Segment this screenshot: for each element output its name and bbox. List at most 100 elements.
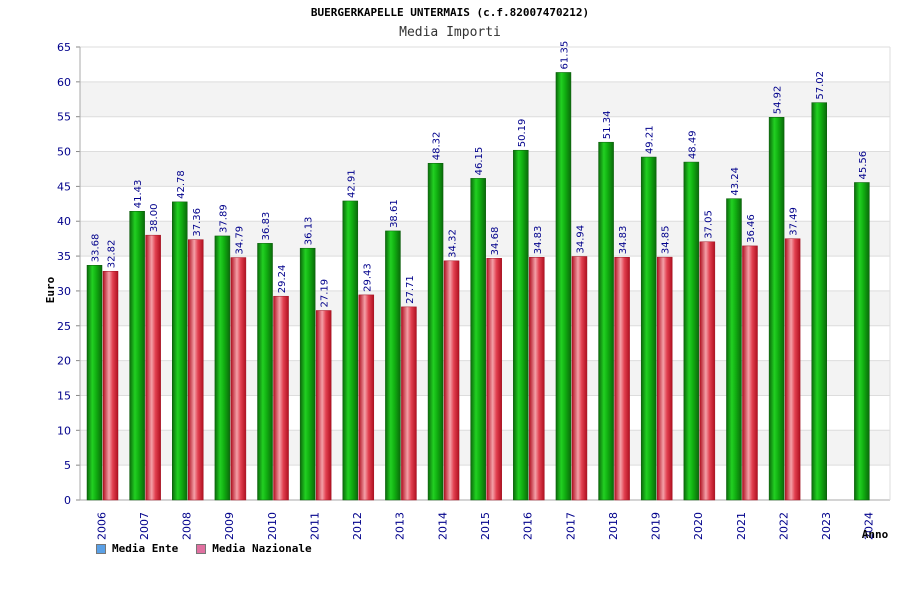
bar-media-ente xyxy=(129,211,145,501)
bar-media-ente xyxy=(726,198,742,501)
y-tick-label: 5 xyxy=(64,459,71,472)
data-label: 48.32 xyxy=(432,132,443,161)
data-label: 42.78 xyxy=(176,170,187,199)
x-tick-label: 2018 xyxy=(607,512,620,540)
bar-media-ente xyxy=(470,178,486,501)
y-tick-label: 40 xyxy=(57,215,71,228)
bar-media-nazionale xyxy=(273,295,289,501)
data-label: 34.83 xyxy=(618,226,629,255)
data-label: 36.83 xyxy=(261,212,272,241)
data-label: 27.19 xyxy=(320,279,331,308)
bar-media-nazionale xyxy=(188,239,204,501)
x-tick-label: 2024 xyxy=(863,512,876,540)
x-tick-label: 2008 xyxy=(181,512,194,540)
data-label: 34.83 xyxy=(533,226,544,255)
data-label: 34.79 xyxy=(234,226,245,255)
data-label: 38.00 xyxy=(149,204,160,233)
bar-media-ente xyxy=(427,162,444,501)
data-label: 43.24 xyxy=(730,167,741,196)
y-tick-label: 60 xyxy=(57,76,71,89)
legend-item-ente: Media Ente xyxy=(96,542,178,555)
data-label: 37.05 xyxy=(703,210,714,239)
y-tick-label: 65 xyxy=(57,41,71,54)
x-tick-label: 2020 xyxy=(692,512,705,540)
data-label: 57.02 xyxy=(815,71,826,100)
bar-media-nazionale xyxy=(742,245,758,501)
data-label: 51.34 xyxy=(602,111,613,140)
bar-media-nazionale xyxy=(315,310,332,501)
x-tick-label: 2013 xyxy=(394,512,407,540)
data-label: 42.91 xyxy=(346,169,357,198)
x-tick-label: 2015 xyxy=(479,512,492,540)
data-label: 54.92 xyxy=(773,86,784,115)
data-label: 34.68 xyxy=(490,227,501,256)
x-axis-label: Anno xyxy=(862,528,889,541)
data-label: 27.71 xyxy=(405,275,416,304)
bar-media-ente xyxy=(342,200,359,501)
data-label: 36.13 xyxy=(304,217,315,246)
data-label: 29.43 xyxy=(362,263,373,292)
x-tick-label: 2009 xyxy=(223,512,236,540)
chart-subtitle: Media Importi xyxy=(399,25,501,40)
bar-media-ente xyxy=(768,116,785,501)
bar-media-ente xyxy=(214,235,231,501)
x-tick-label: 2011 xyxy=(308,512,321,540)
data-label: 34.85 xyxy=(661,225,672,254)
legend-label-nazionale: Media Nazionale xyxy=(212,542,312,555)
bar-media-nazionale xyxy=(699,241,716,501)
bar-media-nazionale xyxy=(145,234,161,501)
x-tick-label: 2016 xyxy=(522,512,535,540)
data-label: 33.68 xyxy=(91,234,102,263)
bar-media-ente xyxy=(683,161,700,501)
x-tick-label: 2014 xyxy=(436,512,449,540)
bar-media-nazionale xyxy=(486,258,502,501)
data-label: 50.19 xyxy=(517,119,528,148)
data-label: 37.36 xyxy=(192,208,203,237)
bar-media-nazionale xyxy=(571,256,588,501)
data-label: 32.82 xyxy=(107,240,118,269)
bar-media-nazionale xyxy=(443,260,460,501)
bar-media-ente xyxy=(811,102,827,501)
bar-media-nazionale xyxy=(401,306,417,501)
data-label: 36.46 xyxy=(746,214,757,243)
data-label: 34.94 xyxy=(575,225,586,254)
data-label: 45.56 xyxy=(858,151,869,180)
bar-media-ente xyxy=(598,141,614,501)
data-label: 34.32 xyxy=(448,229,459,258)
legend-swatch-ente xyxy=(96,543,106,554)
data-label: 41.43 xyxy=(133,180,144,209)
bar-media-ente xyxy=(555,72,572,501)
bar-media-nazionale xyxy=(656,256,673,501)
bar-media-ente xyxy=(86,265,103,501)
x-tick-label: 2023 xyxy=(820,512,833,540)
y-tick-label: 25 xyxy=(57,320,71,333)
bar-media-ente xyxy=(513,149,529,501)
data-label: 48.49 xyxy=(687,130,698,159)
grid-band xyxy=(80,81,890,117)
chart-title: BUERGERKAPELLE UNTERMAIS (c.f.8200747021… xyxy=(310,6,590,19)
bar-media-nazionale xyxy=(358,294,375,501)
bar-media-nazionale xyxy=(784,238,801,501)
x-tick-label: 2019 xyxy=(650,512,663,540)
y-tick-label: 45 xyxy=(57,180,71,193)
data-label: 37.89 xyxy=(218,204,229,233)
x-tick-label: 2017 xyxy=(564,512,577,540)
y-tick-label: 35 xyxy=(57,250,71,263)
y-tick-label: 30 xyxy=(57,285,71,298)
bar-media-nazionale xyxy=(230,257,247,501)
bar-media-ente xyxy=(385,230,401,501)
bar-media-nazionale xyxy=(614,257,630,501)
bar-media-nazionale xyxy=(102,271,119,501)
y-tick-label: 20 xyxy=(57,355,71,368)
y-axis-label: Euro xyxy=(44,276,57,303)
legend: Media Ente Media Nazionale xyxy=(96,542,312,555)
y-tick-label: 55 xyxy=(57,111,71,124)
data-label: 29.24 xyxy=(277,265,288,294)
bar-media-ente xyxy=(172,201,188,501)
data-label: 61.35 xyxy=(559,41,570,70)
x-tick-label: 2022 xyxy=(777,512,790,540)
x-tick-label: 2006 xyxy=(95,512,108,540)
legend-swatch-nazionale xyxy=(196,543,207,554)
